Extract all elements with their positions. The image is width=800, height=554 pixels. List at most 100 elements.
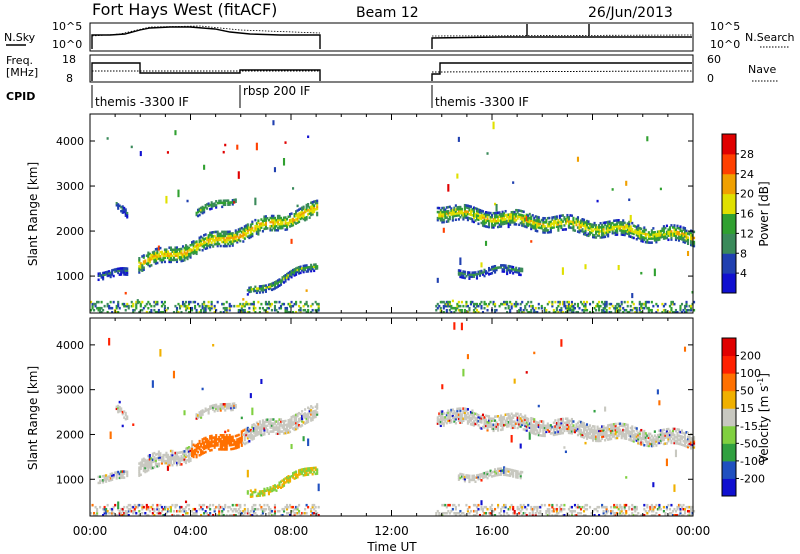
heatmap-cell: [290, 271, 293, 275]
heatmap-cell: [656, 236, 659, 240]
heatmap-cell: [693, 242, 696, 246]
nave-trace: [92, 70, 693, 73]
heatmap-cell: [109, 300, 112, 304]
heatmap-cell: [135, 505, 138, 509]
heatmap-cell: [584, 424, 587, 428]
heatmap-cell: [480, 417, 483, 420]
heatmap-cell: [576, 220, 580, 223]
heatmap-cell: [248, 236, 251, 240]
heatmap-cell: [480, 419, 483, 422]
heatmap-cell: [282, 424, 286, 427]
heatmap-cell: [249, 433, 252, 436]
heatmap-cell: [189, 300, 192, 304]
heatmap-cell: [575, 223, 578, 227]
heatmap-cell: [668, 232, 671, 235]
heatmap-cell: [527, 214, 530, 217]
heatmap-cell: [572, 420, 575, 423]
heatmap-cell: [480, 213, 483, 217]
heatmap-cell: [248, 234, 251, 238]
heatmap-cell: [183, 460, 186, 463]
heatmap-cell: [477, 503, 480, 507]
heatmap-cell: [249, 493, 252, 496]
heatmap-cell: [512, 272, 515, 275]
heatmap-cell: [638, 306, 641, 310]
heatmap-cell: [172, 256, 176, 260]
heatmap-cell: [673, 230, 676, 233]
heatmap-cell: [207, 408, 210, 411]
heatmap-cell: [243, 438, 246, 442]
heatmap-cell: [466, 212, 469, 216]
heatmap-cell: [629, 304, 632, 308]
heatmap-cell: [147, 255, 150, 259]
heatmap-cell: [611, 188, 614, 191]
colorbar-segment: [722, 153, 736, 175]
heatmap-cell: [224, 238, 227, 242]
heatmap-cell: [530, 217, 533, 221]
heatmap-cell: [456, 409, 459, 413]
heatmap-cell: [255, 226, 258, 229]
heatmap-cell: [513, 426, 516, 430]
heatmap-cell: [521, 269, 524, 273]
heatmap-cell: [469, 211, 472, 214]
heatmap-cell: [533, 424, 536, 427]
heatmap-cell: [261, 423, 264, 426]
heatmap-cell: [316, 405, 319, 408]
heatmap-cell: [644, 302, 647, 306]
heatmap-cell: [117, 302, 120, 306]
heatmap-cell: [284, 216, 287, 219]
heatmap-cell: [679, 235, 682, 239]
heatmap-cell: [111, 513, 114, 517]
heatmap-cell: [477, 214, 480, 217]
heatmap-cell: [590, 511, 593, 515]
heatmap-cell: [646, 300, 649, 304]
heatmap-cell: [515, 473, 518, 477]
heatmap-cell: [231, 509, 234, 513]
heatmap-cell: [617, 227, 620, 230]
heatmap-cell: [490, 471, 494, 474]
colorbar-tick-label: 8: [740, 247, 747, 260]
heatmap-cell: [231, 242, 234, 245]
heatmap-cell: [585, 507, 589, 511]
heatmap-cell: [273, 224, 277, 228]
heatmap-cell: [233, 404, 236, 407]
heatmap-cell: [495, 425, 498, 428]
heatmap-cell: [281, 302, 284, 306]
heatmap-cell: [561, 228, 564, 231]
heatmap-cell: [94, 505, 97, 509]
heatmap-cell: [111, 507, 114, 511]
heatmap-cell: [225, 405, 228, 408]
heatmap-cell: [442, 210, 445, 214]
heatmap-cell: [510, 412, 513, 416]
heatmap-cell: [457, 273, 460, 276]
heatmap-cell: [457, 417, 460, 421]
heatmap-cell: [201, 207, 204, 211]
heatmap-cell: [230, 437, 233, 441]
heatmap-cell: [572, 430, 575, 433]
heatmap-cell: [442, 214, 445, 218]
heatmap-cell: [512, 219, 515, 222]
heatmap-cell: [311, 412, 314, 416]
heatmap-cell: [258, 432, 261, 435]
heatmap-cell: [184, 455, 188, 459]
heatmap-cell: [584, 507, 587, 511]
heatmap-cell: [503, 220, 506, 223]
heatmap-cell: [278, 418, 281, 421]
heatmap-cell: [570, 509, 573, 513]
heatmap-cell: [225, 440, 228, 443]
heatmap-cell: [222, 244, 225, 248]
heatmap-cell: [270, 308, 274, 312]
heatmap-cell: [472, 509, 476, 513]
heatmap-cell: [263, 509, 266, 513]
heatmap-cell: [481, 214, 485, 217]
heatmap-cell: [595, 232, 598, 235]
heatmap-cell: [284, 278, 287, 281]
heatmap-cell: [519, 474, 522, 478]
heatmap-cell: [209, 405, 212, 408]
heatmap-cell: [569, 429, 572, 433]
heatmap-cell: [272, 422, 275, 425]
heatmap-cell: [558, 214, 561, 218]
heatmap-cell: [465, 302, 468, 306]
heatmap-cell: [213, 238, 216, 242]
heatmap-cell: [243, 436, 246, 440]
heatmap-cell: [175, 455, 179, 459]
